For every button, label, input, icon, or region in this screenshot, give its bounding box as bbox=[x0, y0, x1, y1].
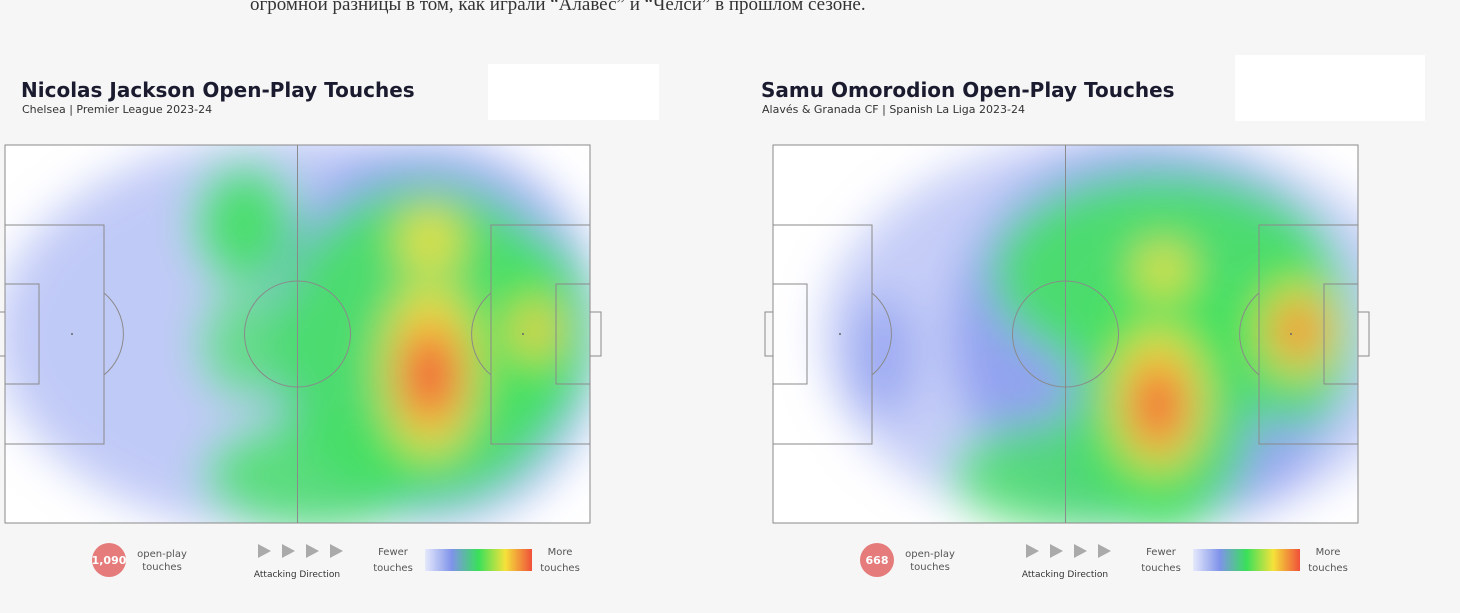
ad-box bbox=[1235, 55, 1425, 121]
heat-blob bbox=[1133, 360, 1183, 450]
scale-high: More bbox=[1316, 547, 1341, 558]
color-scale bbox=[1193, 549, 1300, 571]
heat-blob bbox=[205, 420, 425, 523]
spot bbox=[1290, 333, 1292, 335]
subtitle: Chelsea | Premier League 2023-24 bbox=[22, 103, 212, 116]
touches-label: open-play bbox=[905, 549, 955, 560]
pitch-line bbox=[764, 311, 774, 357]
pitch bbox=[764, 144, 1370, 524]
ad-box bbox=[488, 64, 659, 120]
title: Nicolas Jackson Open-Play Touches bbox=[21, 78, 415, 102]
touches-label: touches bbox=[910, 562, 950, 573]
title: Samu Omorodion Open-Play Touches bbox=[761, 78, 1175, 102]
subtitle: Alavés & Granada CF | Spanish La Liga 20… bbox=[762, 103, 1025, 116]
pitch-line bbox=[1357, 311, 1370, 357]
scale-low: Fewer bbox=[1146, 547, 1177, 558]
touches-badge bbox=[860, 543, 894, 577]
scale-high: touches bbox=[540, 563, 580, 574]
scale-high: touches bbox=[1308, 563, 1348, 574]
heat-blob bbox=[526, 316, 544, 344]
direction-arrow bbox=[330, 544, 343, 558]
direction-label: Attacking Direction bbox=[1022, 570, 1108, 580]
heat-blob bbox=[402, 325, 458, 425]
scale-low: Fewer bbox=[378, 547, 409, 558]
heat-blob bbox=[400, 210, 460, 270]
touches-label: open-play bbox=[137, 549, 187, 560]
scale-low: touches bbox=[373, 563, 413, 574]
spot bbox=[71, 333, 73, 335]
touches-count: 1,090 bbox=[92, 554, 127, 567]
scale-high: More bbox=[548, 547, 573, 558]
heat-layer bbox=[823, 145, 1358, 523]
heat-blob bbox=[1138, 245, 1188, 295]
heatmap bbox=[823, 145, 1358, 523]
pitch-line bbox=[244, 280, 351, 388]
direction-arrow bbox=[1050, 544, 1063, 558]
pitch-line bbox=[589, 311, 602, 357]
pitch-line bbox=[471, 292, 492, 376]
scale-low: touches bbox=[1141, 563, 1181, 574]
direction-arrow bbox=[1074, 544, 1087, 558]
heat-blob bbox=[853, 295, 913, 415]
heat-blob bbox=[195, 165, 295, 285]
direction-arrow bbox=[1098, 544, 1111, 558]
direction-arrow bbox=[282, 544, 295, 558]
pitch-line bbox=[1012, 280, 1119, 388]
caption: огромной разницы в том, как играли “Алав… bbox=[250, 0, 866, 15]
direction-arrow bbox=[1026, 544, 1039, 558]
touches-count: 668 bbox=[866, 554, 889, 567]
touches-label: touches bbox=[142, 562, 182, 573]
touches-badge bbox=[92, 543, 126, 577]
direction-arrow bbox=[306, 544, 319, 558]
heat-blob bbox=[1278, 305, 1318, 355]
direction-label: Attacking Direction bbox=[254, 570, 340, 580]
direction-arrow bbox=[258, 544, 271, 558]
heatmap bbox=[5, 145, 590, 523]
pitch-line bbox=[1239, 292, 1260, 376]
pitch-line bbox=[103, 292, 124, 376]
pitch-line bbox=[871, 292, 892, 376]
color-scale bbox=[425, 549, 532, 571]
heat-blob bbox=[200, 290, 290, 400]
heat-layer bbox=[5, 145, 590, 523]
pitch-line bbox=[0, 311, 6, 357]
spot bbox=[839, 333, 841, 335]
pitch bbox=[0, 144, 602, 524]
spot bbox=[522, 333, 524, 335]
